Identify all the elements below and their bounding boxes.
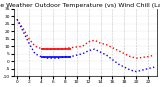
Title: Milwaukee Weather Outdoor Temperature (vs) Wind Chill (Last 24 Hours): Milwaukee Weather Outdoor Temperature (v… bbox=[0, 3, 160, 8]
